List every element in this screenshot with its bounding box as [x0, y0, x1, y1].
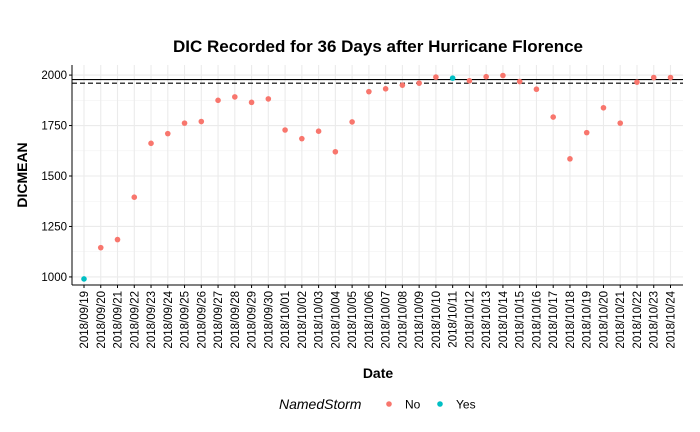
- legend-label-no: No: [405, 398, 421, 412]
- x-tick-label: 2018/09/21: [113, 291, 125, 349]
- grid: [72, 65, 683, 285]
- x-tick-label: 2018/09/23: [146, 291, 158, 349]
- x-tick-label: 2018/09/24: [163, 290, 175, 348]
- data-point: [433, 74, 439, 80]
- x-axis-title: Date: [363, 365, 394, 381]
- x-tick-label: 2018/10/09: [414, 291, 426, 349]
- x-tick-label: 2018/09/20: [96, 291, 108, 349]
- y-tick-labels: 1000 1250 1500 1750 2000: [41, 70, 67, 284]
- data-point: [617, 120, 624, 126]
- data-point: [466, 77, 473, 84]
- x-tick-label: 2018/10/17: [548, 291, 560, 349]
- data-point: [382, 86, 389, 92]
- x-tick-label: 2018/10/20: [598, 291, 610, 349]
- data-point: [366, 88, 372, 95]
- data-point: [550, 114, 556, 120]
- y-tick-label: 1750: [41, 121, 67, 133]
- data-point: [449, 75, 456, 81]
- data-point: [600, 104, 607, 111]
- x-tick-label: 2018/10/10: [431, 291, 443, 349]
- data-point: [567, 156, 573, 162]
- x-tick-label: 2018/09/27: [213, 291, 225, 349]
- x-tick-label: 2018/10/13: [481, 291, 493, 349]
- x-tick-label: 2018/10/11: [448, 291, 460, 348]
- data-point: [483, 73, 489, 80]
- data-point: [232, 94, 238, 100]
- x-tick-label: 2018/10/01: [280, 291, 292, 349]
- data-point: [131, 194, 138, 201]
- x-tick-label: 2018/10/23: [649, 291, 661, 349]
- x-tick-label: 2018/09/25: [180, 291, 192, 349]
- data-point: [332, 148, 339, 155]
- x-tick-label: 2018/10/19: [582, 291, 594, 349]
- x-tick-label: 2018/10/03: [314, 291, 326, 349]
- data-point: [667, 74, 674, 81]
- y-tick-label: 2000: [41, 70, 67, 82]
- x-tick-label: 2018/10/15: [515, 291, 527, 349]
- data-point: [215, 97, 221, 104]
- x-tick-label: 2018/10/02: [297, 291, 309, 349]
- x-tick-label: 2018/09/28: [230, 291, 242, 349]
- data-point: [181, 120, 188, 126]
- data-point: [500, 72, 506, 79]
- x-tick-label: 2018/10/05: [347, 291, 359, 349]
- data-point: [315, 128, 322, 135]
- legend-label-yes: Yes: [456, 398, 476, 412]
- y-axis-title: DICMEAN: [14, 142, 30, 207]
- data-point: [81, 276, 87, 282]
- data-points: [81, 72, 674, 282]
- x-tick-label: 2018/10/16: [531, 291, 543, 349]
- x-tick-label: 2018/09/30: [263, 291, 275, 349]
- data-point: [399, 82, 406, 88]
- x-tick-label: 2018/10/07: [381, 291, 393, 349]
- data-point: [516, 78, 523, 85]
- data-point: [416, 80, 422, 86]
- data-point: [265, 96, 272, 102]
- data-point: [164, 130, 171, 137]
- data-point: [282, 127, 288, 133]
- legend-key-no: [386, 401, 392, 407]
- data-point: [634, 79, 640, 85]
- data-point: [148, 140, 154, 147]
- data-point: [583, 129, 590, 136]
- chart-title: DIC Recorded for 36 Days after Hurricane…: [173, 37, 583, 56]
- x-tick-label: 2018/10/14: [498, 290, 510, 348]
- x-tick-label: 2018/10/08: [397, 291, 409, 349]
- x-tick-label: 2018/10/21: [615, 291, 627, 349]
- x-tick-label: 2018/10/24: [666, 290, 678, 348]
- reference-lines: [72, 78, 683, 84]
- x-tick-label: 2018/09/19: [79, 291, 91, 349]
- x-tick-label: 2018/10/04: [330, 290, 342, 348]
- data-point: [349, 119, 355, 125]
- x-tick-label: 2018/09/22: [129, 291, 141, 349]
- y-tick-label: 1500: [41, 171, 67, 183]
- data-point: [198, 118, 205, 125]
- data-point: [114, 236, 121, 243]
- x-tick-label: 2018/09/29: [247, 291, 259, 349]
- axes: [69, 65, 683, 288]
- data-point: [533, 86, 540, 93]
- y-tick-label: 1250: [41, 221, 67, 233]
- legend-title: NamedStorm: [279, 396, 362, 412]
- x-tick-labels: 2018/09/19 2018/09/20 2018/09/21 2018/09/22…: [79, 290, 678, 348]
- data-point: [97, 244, 104, 251]
- x-tick-label: 2018/09/26: [196, 291, 208, 349]
- x-tick-label: 2018/10/06: [364, 291, 376, 349]
- data-point: [248, 99, 255, 106]
- x-tick-label: 2018/10/22: [632, 291, 644, 349]
- legend: NamedStorm No Yes: [279, 396, 476, 412]
- x-tick-label: 2018/10/18: [565, 291, 577, 349]
- data-point: [299, 135, 305, 142]
- legend-key-yes: [437, 401, 443, 407]
- data-point: [650, 74, 657, 81]
- x-tick-label: 2018/10/12: [464, 291, 476, 349]
- y-tick-label: 1000: [41, 272, 67, 284]
